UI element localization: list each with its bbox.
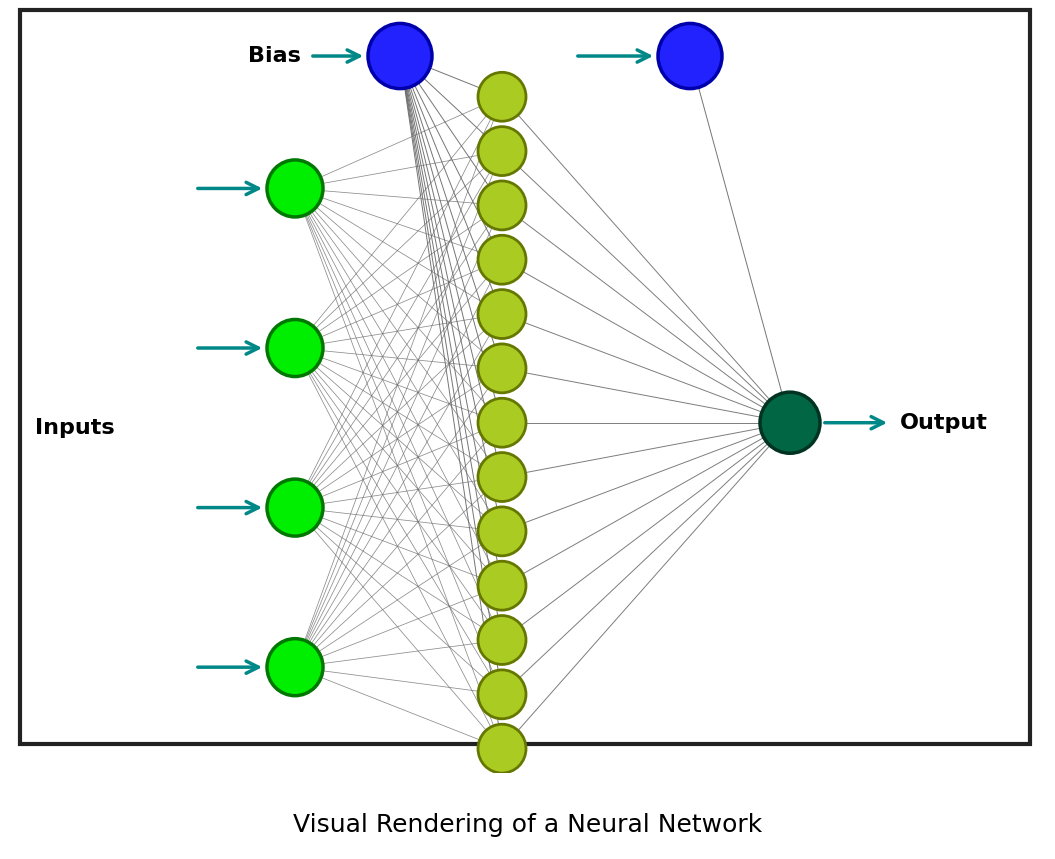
Text: Inputs: Inputs [35,417,115,438]
Ellipse shape [478,616,526,665]
Ellipse shape [368,23,431,88]
Text: Output: Output [900,412,987,433]
Ellipse shape [658,23,722,88]
Ellipse shape [478,724,526,773]
Ellipse shape [478,344,526,393]
Ellipse shape [267,320,323,376]
Ellipse shape [478,561,526,610]
Ellipse shape [478,670,526,719]
Ellipse shape [478,399,526,448]
Ellipse shape [478,126,526,175]
Ellipse shape [478,72,526,121]
Ellipse shape [267,160,323,217]
Ellipse shape [478,507,526,556]
Ellipse shape [267,479,323,536]
Text: Visual Rendering of a Neural Network: Visual Rendering of a Neural Network [293,813,762,837]
Ellipse shape [478,235,526,284]
Ellipse shape [760,393,820,454]
Text: Bias: Bias [248,46,301,66]
Ellipse shape [478,289,526,338]
Ellipse shape [478,181,526,230]
Ellipse shape [478,453,526,502]
Ellipse shape [267,638,323,696]
